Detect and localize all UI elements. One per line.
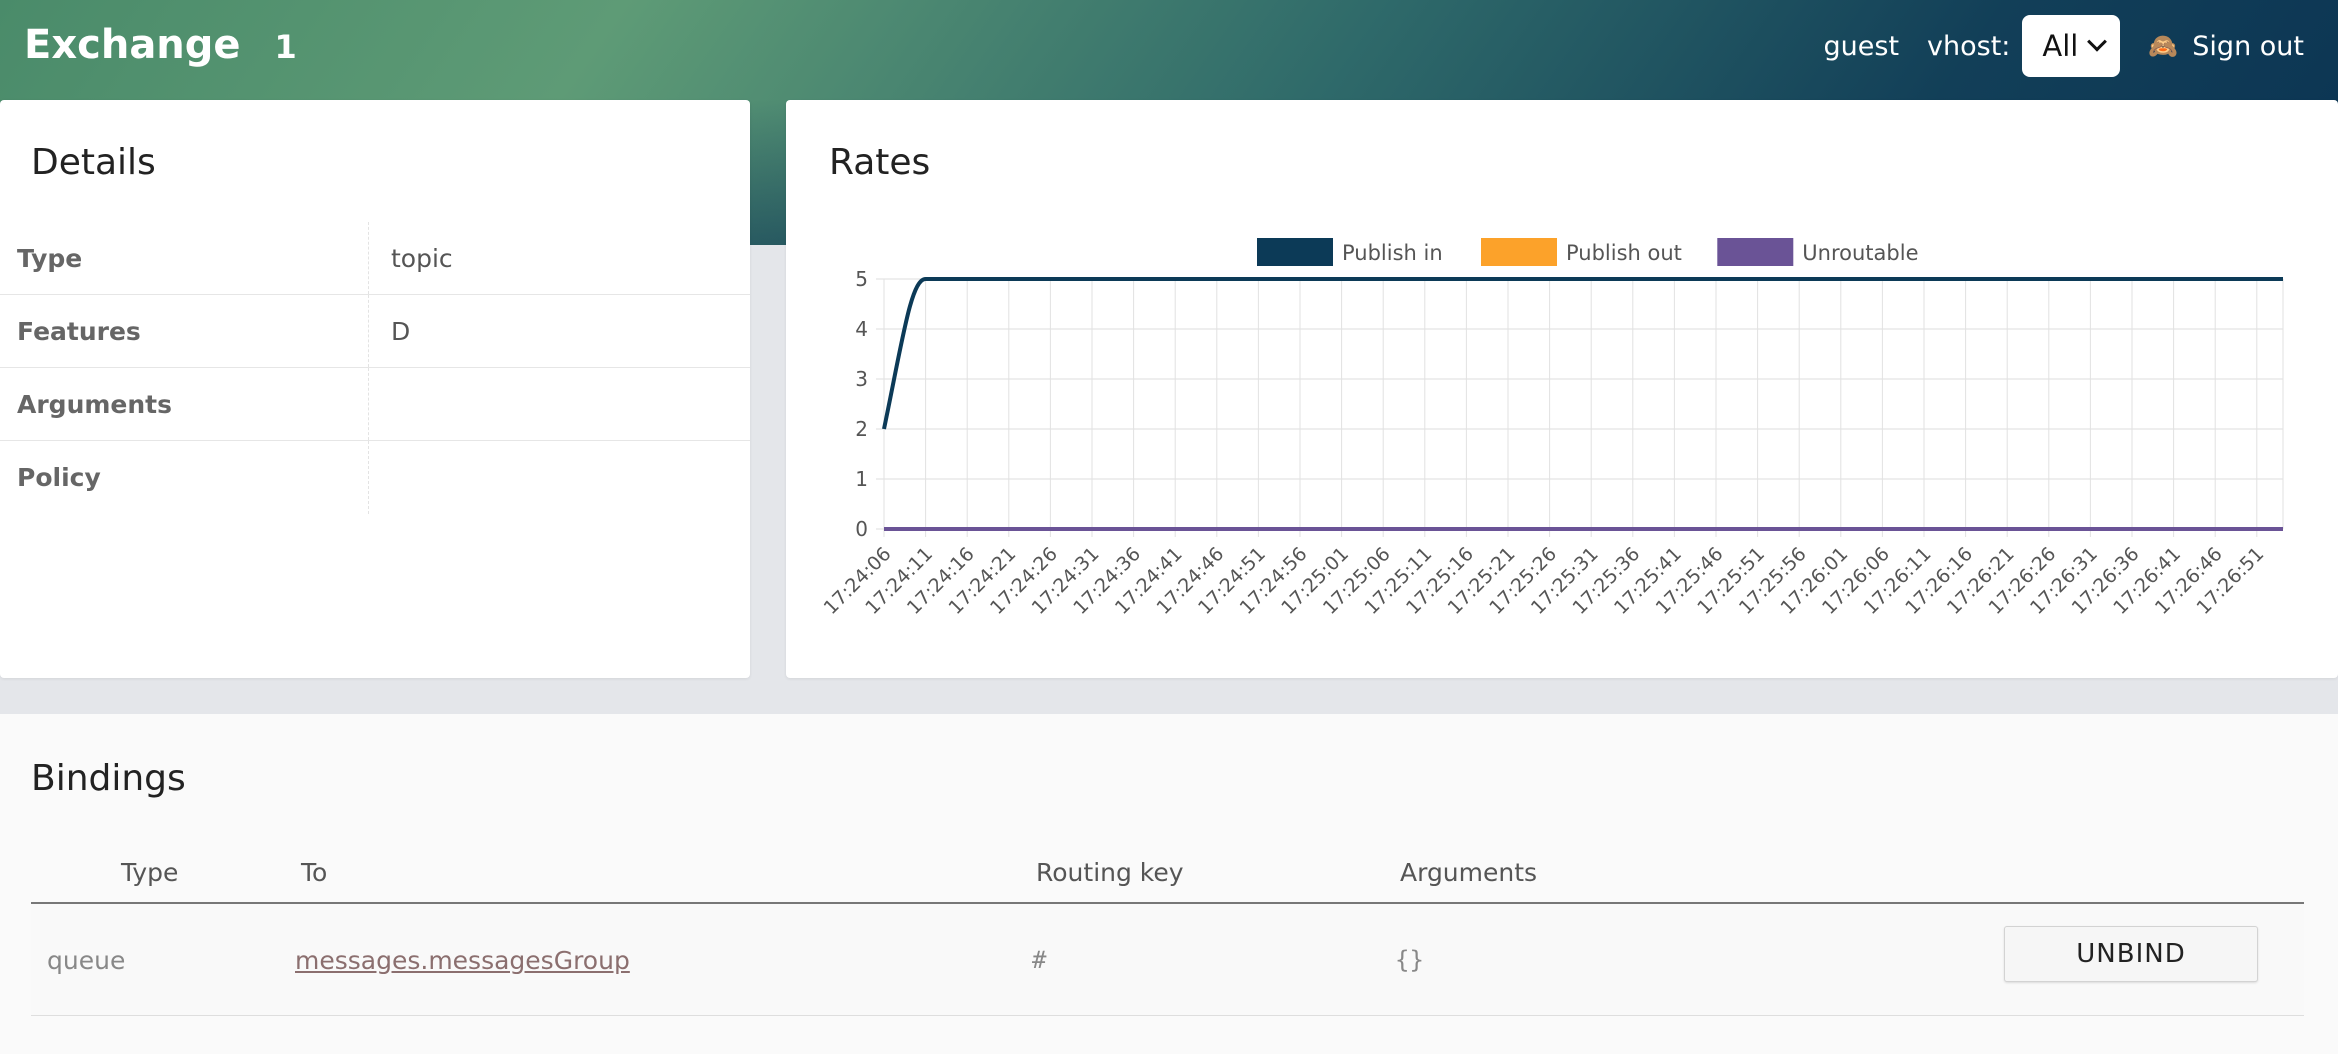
user-bar: guest vhost: All 🙈 Sign out: [1824, 14, 2304, 78]
details-row-arguments: Arguments: [0, 368, 750, 441]
bindings-header-row: Type To Routing key Arguments: [31, 848, 2304, 904]
col-to-header: To: [301, 858, 328, 887]
col-type-header: Type: [121, 858, 179, 887]
rates-card: Rates 0 1 2 3 4 5 17:24:06 17:24:11 17:24:16 17:2…: [786, 100, 2338, 678]
page-title-count: 1: [274, 28, 297, 66]
details-row-type: Type topic: [0, 222, 750, 295]
legend-swatch: [1717, 238, 1794, 266]
details-card: Details Type topic Features D Arguments …: [0, 100, 750, 678]
details-row-policy: Policy: [0, 441, 750, 514]
page-title-text: Exchange: [24, 22, 241, 68]
y-tick-label: 4: [855, 317, 868, 341]
rates-chart: 01234517:24:0617:24:1117:24:1617:24:2117…: [820, 238, 2284, 619]
monkey-icon: 🙈: [2148, 32, 2179, 60]
binding-arguments: {}: [1395, 946, 1424, 974]
y-tick-label: 3: [855, 367, 868, 391]
y-tick-label: 5: [855, 267, 868, 291]
legend-label: Publish in: [1342, 241, 1443, 265]
chevron-down-icon: [2087, 31, 2108, 52]
details-key: Arguments: [0, 368, 369, 440]
unbind-button[interactable]: UNBIND: [2004, 926, 2258, 982]
bindings-title: Bindings: [31, 758, 186, 799]
y-tick-label: 0: [855, 517, 868, 541]
legend-swatch: [1481, 238, 1557, 266]
details-row-features: Features D: [0, 295, 750, 368]
details-key: Policy: [0, 441, 369, 514]
details-title: Details: [31, 142, 156, 183]
details-key: Features: [0, 295, 369, 367]
details-value: topic: [391, 243, 453, 273]
legend-swatch: [1257, 238, 1333, 266]
table-row: queue messages.messagesGroup # {} UNBIND: [31, 904, 2304, 1016]
bindings-table: Type To Routing key Arguments queue mess…: [31, 848, 2304, 1016]
binding-type: queue: [47, 946, 126, 975]
details-key: Type: [0, 222, 369, 294]
rates-title: Rates: [829, 142, 931, 183]
binding-routing-key: #: [1032, 946, 1047, 974]
vhost-label: vhost:: [1927, 30, 2011, 62]
page-title: Exchange 1: [24, 22, 297, 68]
sign-out-link[interactable]: Sign out: [2192, 30, 2304, 62]
legend-label: Unroutable: [1802, 241, 1918, 265]
col-routing-key-header: Routing key: [1036, 858, 1184, 887]
vhost-selected-value: All: [2042, 29, 2079, 63]
vhost-select[interactable]: All: [2022, 15, 2121, 77]
binding-destination-link[interactable]: messages.messagesGroup: [295, 946, 630, 975]
y-tick-label: 2: [855, 417, 868, 441]
col-arguments-header: Arguments: [1400, 858, 1538, 887]
details-value: D: [391, 316, 411, 346]
details-table: Type topic Features D Arguments Policy: [0, 222, 750, 514]
y-tick-label: 1: [855, 467, 868, 491]
series-line-publish-in: [882, 277, 2283, 430]
username: guest: [1823, 30, 1900, 62]
legend-label: Publish out: [1566, 241, 1682, 265]
